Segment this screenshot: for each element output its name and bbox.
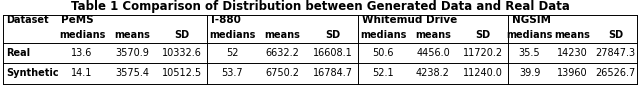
Text: 13.6: 13.6 (71, 48, 93, 58)
Text: SD: SD (608, 30, 623, 40)
Text: medians: medians (506, 30, 553, 40)
Text: SD: SD (476, 30, 491, 40)
Text: 6750.2: 6750.2 (266, 68, 300, 79)
Text: 10332.6: 10332.6 (162, 48, 202, 58)
Text: means: means (114, 30, 150, 40)
Text: 14230: 14230 (557, 48, 588, 58)
Text: 14.1: 14.1 (71, 68, 93, 79)
Text: Synthetic: Synthetic (6, 68, 59, 79)
Text: means: means (555, 30, 591, 40)
Text: 6632.2: 6632.2 (266, 48, 300, 58)
Text: Dataset: Dataset (6, 15, 49, 25)
Text: 16784.7: 16784.7 (313, 68, 353, 79)
Text: 27847.3: 27847.3 (595, 48, 636, 58)
Text: 50.6: 50.6 (372, 48, 394, 58)
Text: 53.7: 53.7 (221, 68, 243, 79)
Text: I-880: I-880 (211, 15, 241, 25)
Text: medians: medians (360, 30, 406, 40)
Text: 52: 52 (226, 48, 239, 58)
Text: 52.1: 52.1 (372, 68, 394, 79)
Text: 10512.5: 10512.5 (162, 68, 202, 79)
Text: 26526.7: 26526.7 (595, 68, 636, 79)
Text: means: means (264, 30, 300, 40)
Text: PeMS: PeMS (61, 15, 93, 25)
Text: Table 1 Comparison of Distribution between Generated Data and Real Data: Table 1 Comparison of Distribution betwe… (70, 0, 570, 13)
Text: 3570.9: 3570.9 (115, 48, 149, 58)
Text: 3575.4: 3575.4 (115, 68, 149, 79)
Text: NGSIM: NGSIM (512, 15, 551, 25)
Text: 4238.2: 4238.2 (416, 68, 450, 79)
Text: 39.9: 39.9 (519, 68, 540, 79)
Text: medians: medians (59, 30, 105, 40)
Text: 35.5: 35.5 (518, 48, 540, 58)
Text: SD: SD (325, 30, 340, 40)
Text: 13960: 13960 (557, 68, 588, 79)
Text: Real: Real (6, 48, 30, 58)
Text: 11720.2: 11720.2 (463, 48, 503, 58)
Text: 4456.0: 4456.0 (416, 48, 450, 58)
Text: 11240.0: 11240.0 (463, 68, 503, 79)
Text: SD: SD (175, 30, 189, 40)
Text: 16608.1: 16608.1 (313, 48, 353, 58)
Text: medians: medians (209, 30, 255, 40)
Text: means: means (415, 30, 451, 40)
Text: Whitemud Drive: Whitemud Drive (362, 15, 457, 25)
